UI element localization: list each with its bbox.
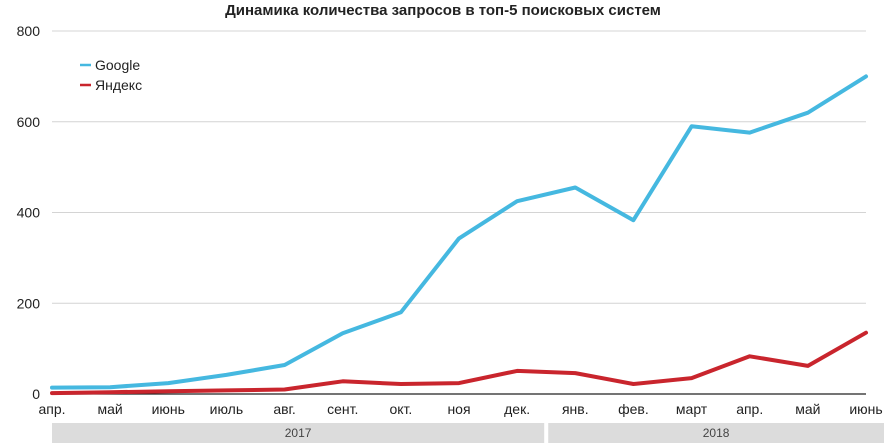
year-bands: 2017 2018 — [52, 423, 884, 443]
y-tick-label: 600 — [17, 114, 41, 130]
x-tick-label: фев. — [618, 401, 649, 417]
x-tick-label: окт. — [389, 401, 412, 417]
x-tick-label: апр. — [736, 401, 763, 417]
x-tick-label: сент. — [327, 401, 358, 417]
chart-title: Динамика количества запросов в топ-5 пои… — [225, 2, 661, 19]
x-tick-label: дек. — [504, 401, 530, 417]
x-tick-label: янв. — [562, 401, 589, 417]
series-line-google — [50, 74, 868, 390]
legend-label: Яндекс — [95, 77, 142, 93]
x-tick-label: май — [98, 401, 123, 417]
series-lines — [50, 74, 868, 396]
year-band — [52, 423, 545, 443]
year-label: 2018 — [703, 426, 730, 440]
y-tick-label: 0 — [32, 386, 40, 402]
x-tick-label: июнь — [152, 401, 185, 417]
grid-lines — [52, 30, 866, 395]
legend: Google Яндекс — [80, 57, 142, 93]
x-tick-label: июль — [210, 401, 243, 417]
x-tick-label: май — [795, 401, 820, 417]
y-tick-label: 800 — [17, 23, 41, 39]
legend-label: Google — [95, 57, 140, 73]
x-tick-label: ноя — [447, 401, 470, 417]
year-label: 2017 — [285, 426, 312, 440]
year-band — [548, 423, 884, 443]
y-axis-ticks: 0 200 400 600 800 — [17, 23, 41, 402]
y-tick-label: 400 — [17, 205, 41, 221]
y-tick-label: 200 — [17, 295, 41, 311]
x-tick-label: март — [676, 401, 708, 417]
x-axis-ticks: апр. май июнь июль авг. сент. окт. ноя дек. янв. ф… — [38, 401, 882, 417]
x-tick-label: авг. — [273, 401, 296, 417]
x-tick-label: апр. — [38, 401, 65, 417]
x-tick-label: июнь — [849, 401, 882, 417]
series-line-yandex — [50, 330, 868, 396]
